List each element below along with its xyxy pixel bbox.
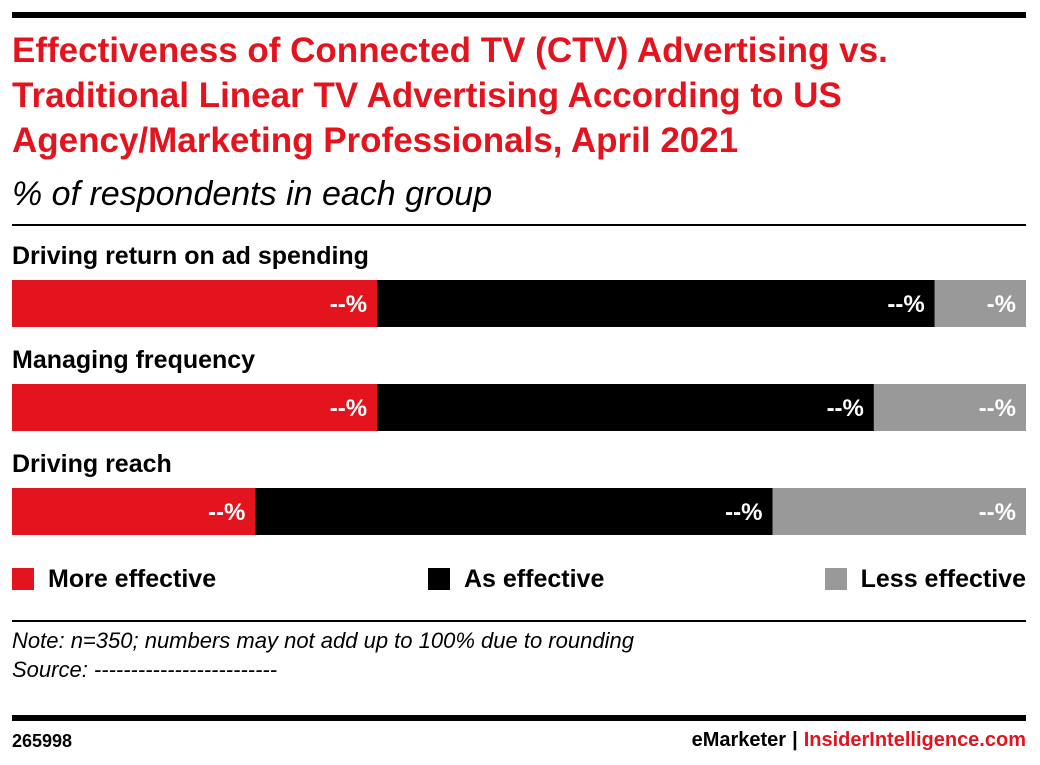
category-label-managing-frequency: Managing frequency	[12, 346, 255, 374]
category-label-driving-reach: Driving reach	[12, 450, 172, 478]
top-rule	[12, 12, 1026, 18]
subtitle-rule	[12, 224, 1026, 226]
bar-as-effective-driving-return-on-ad-spending	[377, 280, 935, 327]
bar-as-effective-driving-reach	[255, 488, 773, 535]
bar-value-label-less-effective-driving-return-on-ad-spending: -%	[987, 291, 1016, 318]
bar-value-label-as-effective-driving-reach: --%	[725, 499, 762, 526]
legend-label-more-effective: More effective	[48, 564, 217, 593]
bar-value-label-as-effective-managing-frequency: --%	[827, 395, 864, 422]
brand-emarketer: eMarketer	[691, 729, 787, 751]
bar-value-label-as-effective-driving-return-on-ad-spending: --%	[887, 291, 924, 318]
source-text: Source: -------------------------	[12, 657, 278, 682]
legend-item-less-effective: Less effective	[824, 562, 1026, 596]
legend-item-as-effective: As effective	[428, 562, 604, 596]
bar-more-effective-driving-return-on-ad-spending	[12, 280, 378, 327]
category-label-driving-return-on-ad-spending: Driving return on ad spending	[12, 242, 369, 270]
bar-as-effective-managing-frequency	[377, 384, 874, 431]
bar-less-effective-managing-frequency	[873, 384, 1026, 431]
notes: Note: n=350; numbers may not add up to 1…	[12, 626, 634, 684]
bar-less-effective-driving-reach	[772, 488, 1026, 535]
stacked-bar-chart: Driving return on ad spending --% --% -% Man…	[12, 242, 1026, 535]
chart-id: 265998	[12, 731, 73, 751]
chart-subtitle: % of respondents in each group	[12, 175, 493, 213]
brand-insider-intelligence: InsiderIntelligence.com	[803, 729, 1026, 751]
bar-value-label-less-effective-driving-reach: --%	[979, 499, 1016, 526]
brand-separator: |	[792, 729, 798, 751]
brand-footer: eMarketer | InsiderIntelligence.com	[692, 729, 1026, 752]
bottom-rule	[12, 715, 1026, 721]
bar-more-effective-driving-reach	[12, 488, 256, 535]
legend: More effective As effective Less effecti…	[12, 562, 1026, 596]
bar-value-label-more-effective-driving-return-on-ad-spending: --%	[330, 291, 367, 318]
note-text: Note: n=350; numbers may not add up to 1…	[12, 628, 634, 653]
note-rule	[12, 620, 1026, 622]
bar-value-label-more-effective-driving-reach: --%	[208, 499, 245, 526]
bar-value-label-less-effective-managing-frequency: --%	[979, 395, 1016, 422]
bar-more-effective-managing-frequency	[12, 384, 378, 431]
legend-swatch-less-effective	[824, 568, 847, 590]
chart-title: Effectiveness of Connected TV (CTV) Adve…	[12, 31, 888, 160]
bar-value-label-more-effective-managing-frequency: --%	[330, 395, 367, 422]
legend-swatch-as-effective	[428, 568, 450, 590]
legend-item-more-effective: More effective	[12, 562, 216, 596]
legend-swatch-more-effective	[12, 568, 34, 590]
legend-label-as-effective: As effective	[464, 564, 605, 593]
legend-label-less-effective: Less effective	[860, 564, 1026, 593]
bar-less-effective-driving-return-on-ad-spending	[934, 280, 1026, 327]
